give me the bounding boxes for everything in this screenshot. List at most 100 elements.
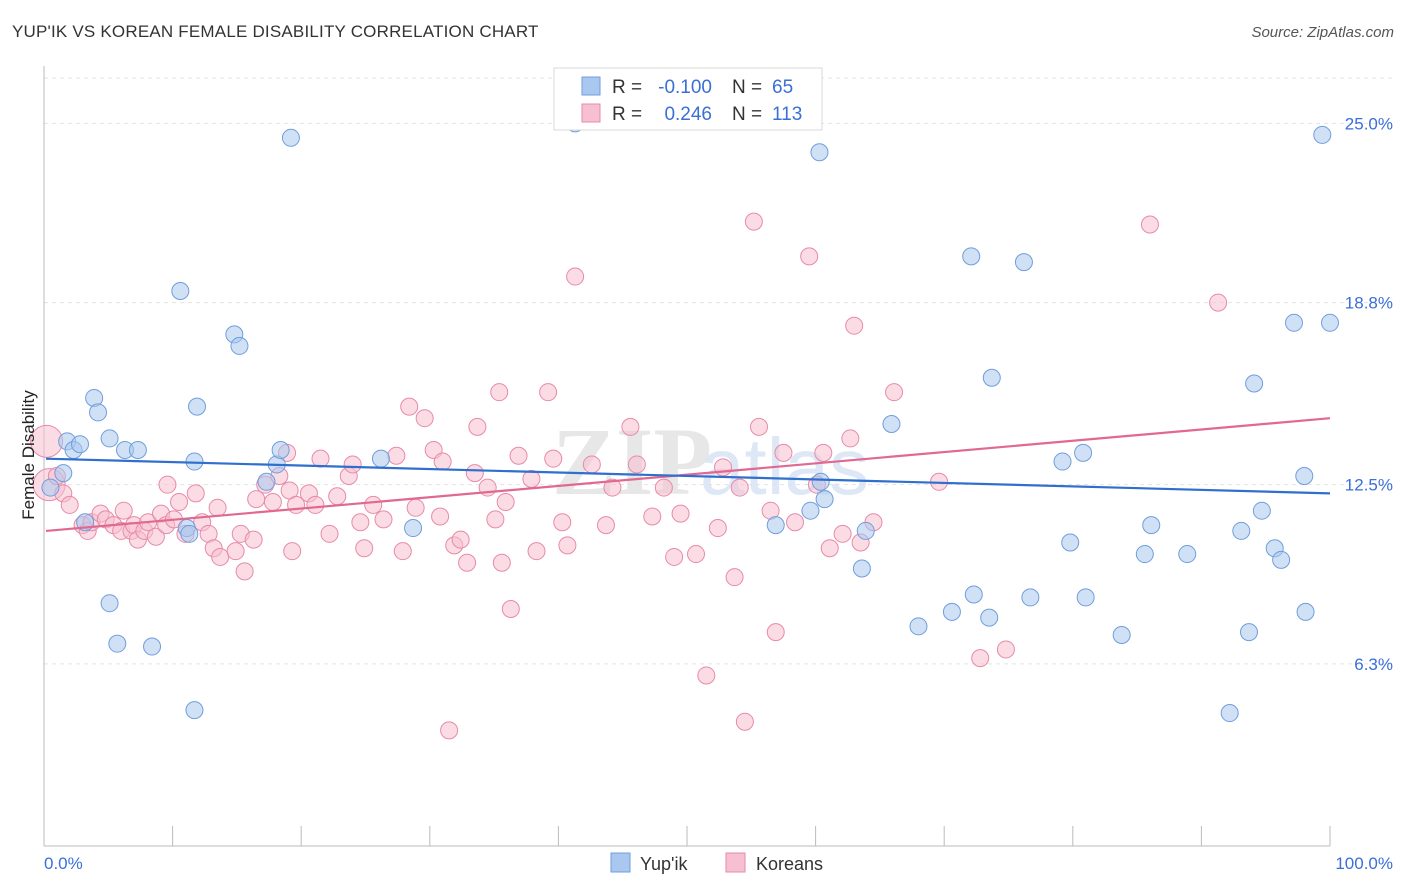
yupik-point: [271, 440, 290, 459]
korean-point: [465, 464, 484, 483]
korean-point: [654, 478, 673, 497]
yupik-point: [980, 608, 999, 627]
yupik-point: [230, 336, 249, 355]
korean-point: [306, 495, 325, 514]
yupik-point: [1076, 588, 1095, 607]
korean-point: [766, 623, 785, 642]
yupik-point: [1313, 125, 1332, 144]
yupik-bottom-swatch: [610, 852, 631, 873]
yupik-point: [1284, 313, 1303, 332]
korean-point: [415, 409, 434, 428]
korean-point: [226, 542, 245, 561]
korean-legend-swatch: [581, 103, 601, 123]
korean-point: [263, 493, 282, 512]
yupik-point: [964, 585, 983, 604]
korean-point: [774, 443, 793, 462]
korean-point: [744, 212, 763, 231]
korean-point: [697, 666, 716, 685]
korean-point: [170, 493, 189, 512]
yupik-point: [962, 247, 981, 266]
yupik-point: [257, 472, 276, 491]
yupik-point: [100, 594, 119, 613]
y-tick-label: 12.5%: [1345, 476, 1393, 495]
yupik-point: [1296, 602, 1315, 621]
korean-point: [211, 547, 230, 566]
korean-point: [492, 553, 511, 572]
yupik-point: [1021, 588, 1040, 607]
yupik-point: [1053, 452, 1072, 471]
legend-n-label: N =: [732, 104, 762, 125]
yupik-point: [811, 472, 830, 491]
korean-point: [311, 449, 330, 468]
korean-point: [596, 516, 615, 535]
yupik-point: [89, 403, 108, 422]
korean-point: [845, 316, 864, 335]
korean-point: [431, 507, 450, 526]
korean-point: [566, 267, 585, 286]
yupik-point: [882, 414, 901, 433]
yupik-point: [852, 559, 871, 578]
korean-point: [393, 542, 412, 561]
yupik-point: [171, 282, 190, 301]
korean-point: [544, 449, 563, 468]
korean-point: [671, 504, 690, 523]
korean-point: [247, 490, 266, 509]
yupik-point: [371, 449, 390, 468]
yupik-point: [54, 464, 73, 483]
yupik-point: [1178, 545, 1197, 564]
korean-point: [725, 568, 744, 587]
yupik-legend-swatch: [581, 76, 601, 96]
yupik-point: [1074, 443, 1093, 462]
yupik-point: [185, 701, 204, 720]
korean-point: [440, 721, 459, 740]
korean-point: [60, 495, 79, 514]
yupik-point: [942, 602, 961, 621]
yupik-point: [404, 519, 423, 538]
korean-point: [406, 498, 425, 517]
yupik-point: [1239, 623, 1258, 642]
yupik-point: [815, 490, 834, 509]
yupik-point: [188, 397, 207, 416]
korean-point: [820, 539, 839, 558]
yupik-point: [180, 524, 199, 543]
yupik-point: [281, 128, 300, 147]
yupik-point: [1252, 501, 1271, 520]
korean-point: [320, 524, 339, 543]
korean-point: [283, 542, 302, 561]
korean-point: [786, 513, 805, 532]
yupik-point: [766, 516, 785, 535]
korean-bottom-label: Koreans: [756, 854, 823, 874]
korean-points: [30, 212, 1228, 740]
korean-point: [501, 599, 520, 618]
yupik-point: [982, 368, 1001, 387]
yupik-point: [810, 143, 829, 162]
yupik-point: [128, 440, 147, 459]
korean-point: [833, 524, 852, 543]
korean-point: [146, 527, 165, 546]
korean-point: [1209, 293, 1228, 312]
korean-point: [328, 487, 347, 506]
legend-r-label: R =: [612, 77, 642, 98]
yupik-points: [41, 114, 1339, 723]
yupik-point: [41, 478, 60, 497]
korean-point: [539, 383, 558, 402]
legend-r-label: R =: [612, 104, 642, 125]
korean-point: [468, 417, 487, 436]
korean-point: [714, 458, 733, 477]
korean-point: [996, 640, 1015, 659]
chart-title: YUP'IK VS KOREAN FEMALE DISABILITY CORRE…: [12, 22, 539, 41]
yupik-point: [71, 435, 90, 454]
legend-n-value: 65: [772, 77, 793, 98]
korean-point: [841, 429, 860, 448]
korean-point: [186, 484, 205, 503]
legend-n-value: 113: [772, 104, 802, 125]
y-tick-label: 18.8%: [1345, 294, 1393, 313]
korean-bottom-swatch: [725, 852, 746, 873]
korean-point: [400, 397, 419, 416]
korean-point: [885, 383, 904, 402]
korean-point: [603, 478, 622, 497]
korean-point: [208, 498, 227, 517]
yupik-point: [143, 637, 162, 656]
y-tick-label: 25.0%: [1345, 114, 1393, 133]
